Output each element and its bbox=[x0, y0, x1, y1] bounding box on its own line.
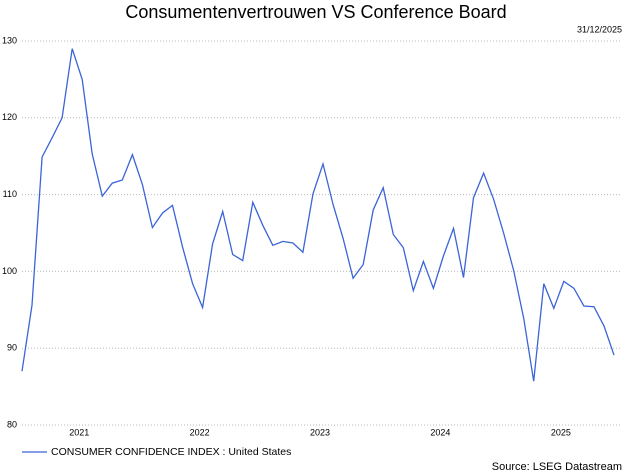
y-tick-label: 80 bbox=[7, 419, 17, 429]
x-tick-label: 2024 bbox=[430, 427, 450, 437]
y-tick-label: 100 bbox=[2, 266, 17, 276]
chart-title: Consumentenvertrouwen VS Conference Boar… bbox=[125, 2, 506, 22]
legend-label: CONSUMER CONFIDENCE INDEX : United State… bbox=[51, 446, 291, 458]
x-tick-label: 2023 bbox=[310, 427, 330, 437]
x-tick-label: 2025 bbox=[551, 427, 571, 437]
line bbox=[21, 48, 615, 382]
date-label: 31/12/2025 bbox=[577, 24, 622, 34]
y-tick-label: 130 bbox=[2, 35, 17, 45]
x-tick-label: 2022 bbox=[190, 427, 210, 437]
y-tick-label: 90 bbox=[7, 343, 17, 353]
y-tick-label: 120 bbox=[2, 112, 17, 122]
source: Source: LSEG Datastream bbox=[492, 461, 622, 473]
y-tick-label: 110 bbox=[3, 189, 17, 199]
x-tick-label: 2021 bbox=[69, 427, 89, 437]
